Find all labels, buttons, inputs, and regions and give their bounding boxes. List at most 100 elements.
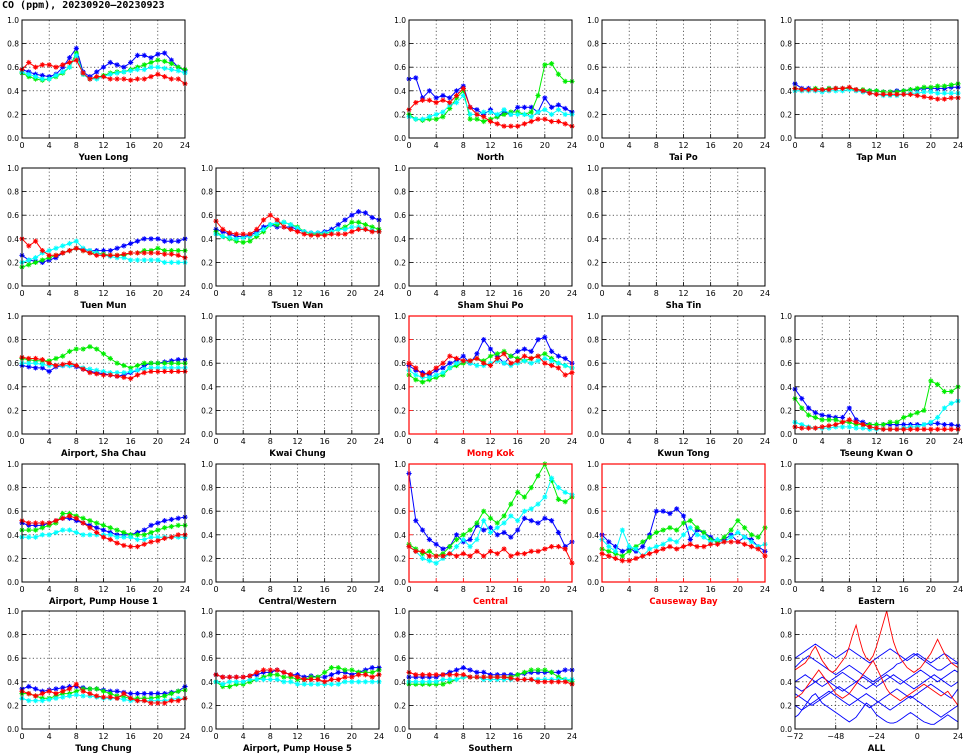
data-point bbox=[619, 527, 625, 533]
y-tick-label: 0.4 bbox=[394, 383, 406, 392]
data-point bbox=[653, 508, 659, 514]
x-tick-label: 20 bbox=[153, 585, 163, 594]
x-tick-label: 12 bbox=[485, 437, 495, 446]
data-point bbox=[626, 558, 632, 564]
data-point bbox=[867, 90, 873, 96]
data-point bbox=[721, 534, 727, 540]
data-point bbox=[335, 676, 341, 683]
data-point bbox=[26, 360, 32, 366]
data-point bbox=[701, 529, 707, 536]
data-point bbox=[32, 360, 39, 366]
x-tick-label: 4 bbox=[434, 289, 439, 298]
x-tick-label: 16 bbox=[706, 437, 716, 446]
data-point bbox=[742, 541, 748, 547]
data-point bbox=[839, 85, 846, 92]
data-point bbox=[155, 365, 161, 371]
data-point bbox=[39, 520, 45, 526]
x-tick-label: 0 bbox=[792, 585, 797, 594]
data-point bbox=[168, 238, 175, 244]
data-point bbox=[521, 551, 528, 557]
data-point bbox=[515, 348, 521, 354]
y-tick-label: 0.6 bbox=[780, 507, 792, 516]
x-tick-label: 24 bbox=[760, 141, 770, 150]
data-point bbox=[168, 66, 175, 73]
data-point bbox=[941, 421, 948, 428]
plot-frame bbox=[21, 19, 186, 139]
data-point bbox=[175, 357, 181, 363]
data-point bbox=[440, 109, 446, 115]
data-point bbox=[32, 355, 39, 362]
x-tick-label: 12 bbox=[871, 585, 881, 594]
data-point bbox=[494, 532, 500, 538]
data-point bbox=[342, 217, 348, 223]
x-tick-label: 20 bbox=[926, 141, 936, 150]
station-label: Kwun Tong bbox=[657, 449, 709, 459]
y-tick-label: 0.2 bbox=[7, 701, 19, 710]
data-point bbox=[433, 679, 439, 685]
data-point bbox=[660, 527, 666, 533]
data-point bbox=[349, 224, 355, 230]
x-tick-label: 12 bbox=[292, 289, 302, 298]
data-point bbox=[528, 348, 534, 354]
data-point bbox=[226, 683, 233, 690]
data-point bbox=[141, 527, 147, 533]
data-point bbox=[742, 534, 748, 540]
data-point bbox=[453, 92, 460, 99]
y-tick-label: 0.8 bbox=[7, 631, 19, 640]
data-point bbox=[606, 544, 612, 550]
data-point bbox=[542, 355, 548, 362]
data-point bbox=[107, 372, 113, 378]
y-tick-label: 1.0 bbox=[7, 607, 19, 616]
data-point bbox=[87, 366, 93, 372]
data-point bbox=[447, 544, 453, 550]
panel-tsuen-wan: 0 4 8 12 16 20 24 0.0 0.2 0.4 0.6 0.8 1.0 Tsuen Wan bbox=[201, 164, 384, 311]
data-point bbox=[501, 351, 507, 357]
x-tick-label: 8 bbox=[847, 437, 852, 446]
data-point bbox=[114, 70, 120, 76]
y-tick-label: 0.4 bbox=[780, 87, 792, 96]
data-point bbox=[66, 513, 73, 519]
data-point bbox=[640, 539, 646, 545]
plot-frame bbox=[408, 167, 573, 287]
data-point bbox=[515, 518, 521, 524]
data-point bbox=[220, 233, 226, 240]
data-point bbox=[315, 232, 321, 238]
x-tick-label: −48 bbox=[827, 732, 844, 741]
panel-central-western: 0 4 8 12 16 20 24 0.0 0.2 0.4 0.6 0.8 1.0 Central/Wes… bbox=[201, 460, 384, 607]
data-point bbox=[26, 698, 32, 704]
data-point bbox=[121, 69, 127, 75]
data-point bbox=[281, 679, 287, 685]
x-tick-label: 12 bbox=[292, 437, 302, 446]
y-tick-label: 0.6 bbox=[780, 654, 792, 663]
data-point bbox=[274, 217, 280, 223]
data-point bbox=[308, 232, 314, 238]
data-point bbox=[308, 676, 314, 683]
x-tick-label: 12 bbox=[292, 585, 302, 594]
data-point bbox=[660, 541, 666, 547]
x-tick-label: 0 bbox=[599, 141, 604, 150]
data-point bbox=[175, 522, 181, 528]
data-point bbox=[487, 525, 494, 531]
y-tick-label: 1.0 bbox=[587, 460, 599, 469]
data-point bbox=[935, 381, 941, 388]
data-point bbox=[60, 688, 66, 694]
data-point bbox=[60, 510, 66, 517]
data-point bbox=[162, 365, 168, 371]
x-tick-label: 12 bbox=[678, 289, 688, 298]
data-point bbox=[80, 520, 86, 526]
data-point bbox=[633, 555, 639, 561]
data-point bbox=[148, 74, 154, 80]
x-tick-label: 4 bbox=[47, 585, 52, 594]
data-point bbox=[220, 681, 226, 687]
data-point bbox=[646, 546, 653, 552]
x-tick-label: 24 bbox=[567, 289, 577, 298]
data-point bbox=[521, 121, 528, 127]
data-point bbox=[114, 76, 120, 82]
data-point bbox=[100, 688, 107, 694]
station-label: Airport, Pump House 5 bbox=[243, 744, 352, 754]
data-point bbox=[168, 691, 175, 697]
y-tick-label: 0.4 bbox=[587, 383, 599, 392]
data-point bbox=[819, 424, 825, 430]
x-tick-label: 4 bbox=[627, 437, 632, 446]
data-point bbox=[481, 337, 487, 343]
